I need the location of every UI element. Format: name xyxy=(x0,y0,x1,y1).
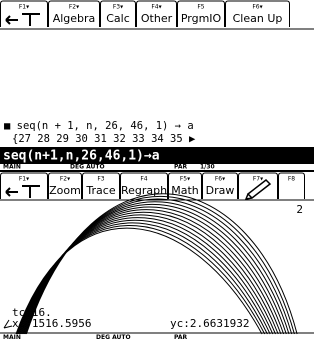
tab-key: F5 xyxy=(197,4,204,11)
tab-key: F1▾ xyxy=(19,4,29,11)
status-mode: MAIN xyxy=(3,334,21,341)
tab-key: F2▾ xyxy=(69,4,79,11)
tab-label: Trace xyxy=(85,184,115,197)
status-graph: PAR xyxy=(174,334,187,341)
status-angle: DEG AUTO xyxy=(70,164,105,171)
history-result: {27 28 29 30 31 32 33 34 35 ▶ xyxy=(12,133,196,145)
status-mode: MAIN xyxy=(3,164,21,171)
history-entry: ■ seq(n + 1, n, 26, 46, 1) → a xyxy=(4,120,194,132)
entry-line: seq(n+1,n,26,46,1)→a xyxy=(3,149,160,164)
status-history: 1/30 xyxy=(200,164,215,171)
tab-key: F5▾ xyxy=(180,176,190,183)
tab-label: Regraph xyxy=(121,184,167,197)
tab-key: F3▾ xyxy=(113,4,123,11)
status-angle: DEG AUTO xyxy=(96,334,131,341)
tab-key: F8 xyxy=(288,176,295,183)
tab-label: Other xyxy=(141,12,173,25)
tab-key: F1▾ xyxy=(19,176,29,183)
tab-key: F4▾ xyxy=(151,4,161,11)
tab-label: Draw xyxy=(206,184,235,197)
trace-y: yc:2.6631932 xyxy=(170,317,249,330)
tab-key: F2▾ xyxy=(60,176,70,183)
graph-number: 2 xyxy=(296,203,303,216)
calculator-screen: F1▾F2▾AlgebraF3▾CalcF4▾OtherF5PrgmIOF6▾C… xyxy=(0,0,314,342)
tab-label: Algebra xyxy=(53,12,96,25)
tab-label: PrgmIO xyxy=(181,12,222,25)
tab-label: Calc xyxy=(106,12,130,25)
tab-key: F4 xyxy=(140,176,147,183)
tab-key: F6▾ xyxy=(252,4,262,11)
tab-key: F7▾ xyxy=(253,176,263,183)
status-graph: PAR xyxy=(174,164,187,171)
tab-label: Zoom xyxy=(49,184,81,197)
tab-key: F6▾ xyxy=(215,176,225,183)
tab-key: F3 xyxy=(97,176,104,183)
tab-label: Clean Up xyxy=(233,12,283,25)
trace-x: xc:1516.5956 xyxy=(12,317,91,330)
